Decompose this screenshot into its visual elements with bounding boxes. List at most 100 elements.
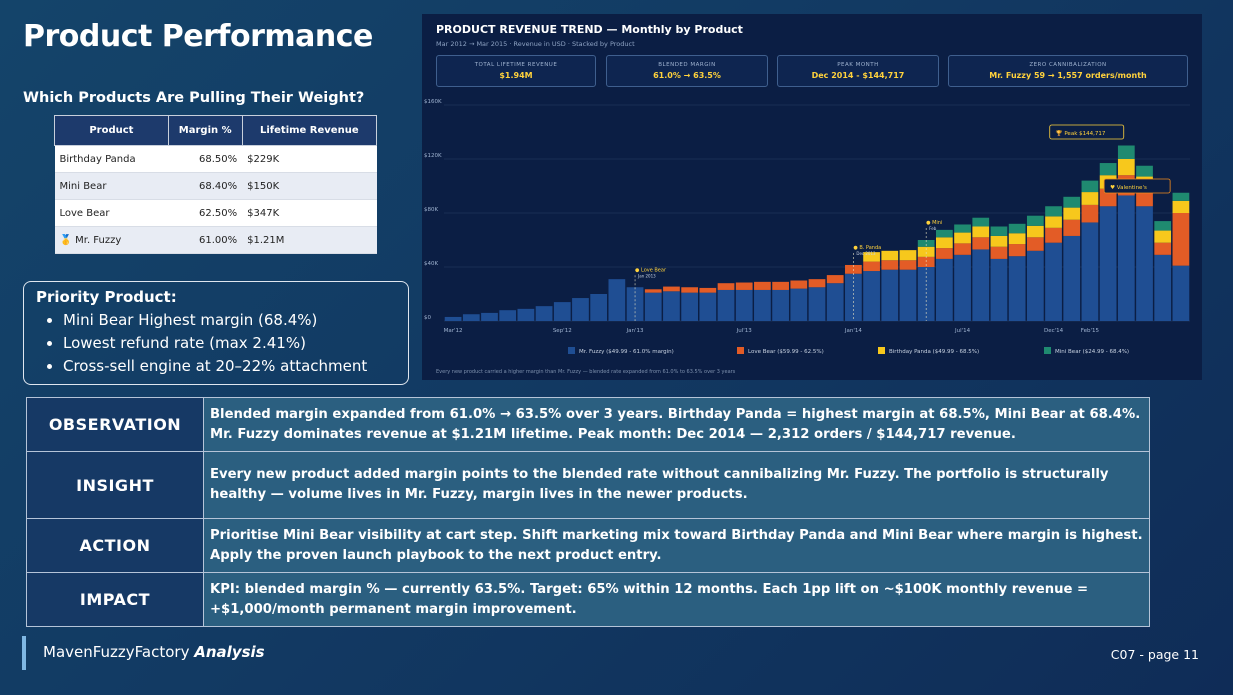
bar-segment: [1172, 213, 1190, 266]
bar-segment: [826, 275, 844, 284]
bar-segment: [954, 224, 971, 233]
kpi-card: ZERO CANNIBALIZATION Mr. Fuzzy 59 → 1,55…: [948, 55, 1188, 87]
bar-segment: [917, 240, 935, 247]
table-row: Mini Bear 68.40% $150K: [54, 172, 377, 200]
bar-segment: [1172, 192, 1190, 201]
bar-segment: [1117, 145, 1135, 159]
bar-segment: [1026, 225, 1044, 238]
analysis-row-impact: IMPACT KPI: blended margin % — currently…: [27, 573, 1149, 626]
row-label: INSIGHT: [27, 452, 204, 519]
bar-segment: [681, 287, 699, 293]
bar-segment: [644, 292, 662, 321]
x-tick-label: Feb'15: [1081, 328, 1100, 334]
peak-callout-label: 🏆 Peak $144,717: [1056, 130, 1106, 137]
y-tick-label: $0: [424, 315, 431, 321]
revenue-chart: $0 $40K $80K $120K $160K Mar'12 Sep'12 Jan'13 Ju…: [424, 99, 1190, 375]
bar-segment: [1172, 265, 1190, 321]
bar-segment: [1154, 242, 1172, 255]
launch-annotation: ● Mini: [926, 220, 942, 226]
bar-segment: [1099, 163, 1117, 176]
bar-segment: [1063, 219, 1081, 236]
footer-brand-name: MavenFuzzyFactory: [43, 643, 190, 661]
priority-bullet: Mini Bear Highest margin (68.4%): [63, 309, 396, 332]
bar-segment: [772, 281, 789, 290]
bar-segment: [1081, 222, 1099, 321]
bar-segment: [1008, 233, 1026, 245]
peak-callout-box: [1049, 124, 1125, 140]
revenue-chart-panel: $0 $40K $80K $120K $160K Mar'12 Sep'12 Jan'13 Ju…: [422, 14, 1202, 380]
bar-segment: [572, 298, 589, 321]
bar-segment: [1154, 254, 1172, 321]
y-tick-label: $160K: [424, 99, 442, 105]
bar-segment: [1063, 196, 1081, 208]
bar-segment: [644, 289, 662, 293]
bar-segment: [881, 269, 899, 321]
bar-segment: [972, 249, 990, 321]
row-text: Every new product added margin points to…: [204, 452, 1149, 519]
bar-segment: [517, 308, 535, 321]
valentines-callout-label: ♥ Valentine's: [1110, 185, 1147, 191]
legend-swatch: [1044, 347, 1051, 354]
margin-cell: 61.00%: [168, 226, 243, 254]
page-subtitle: Which Products Are Pulling Their Weight?: [23, 90, 365, 106]
bar-segment: [1081, 204, 1099, 223]
bar-segment: [863, 271, 880, 321]
analysis-row-insight: INSIGHT Every new product added margin p…: [27, 452, 1149, 519]
x-tick-label: Jul'14: [954, 328, 971, 334]
row-text: KPI: blended margin % — currently 63.5%.…: [204, 573, 1149, 626]
bar-segment: [1026, 215, 1044, 226]
bar-segment: [681, 292, 699, 321]
bar-segment: [481, 312, 498, 321]
legend-swatch: [878, 347, 885, 354]
revenue-cell: $229K: [242, 145, 377, 173]
bar-segment: [863, 252, 880, 262]
bar-segment: [1045, 206, 1062, 217]
revenue-cell: $347K: [242, 199, 377, 227]
bar-segment: [699, 292, 717, 321]
table-row: 🥇 Mr. Fuzzy 61.00% $1.21M: [54, 226, 377, 254]
x-tick-label: Jul'13: [736, 328, 753, 334]
y-tick-label: $120K: [424, 153, 442, 159]
bar-segment: [954, 232, 971, 244]
bar-segment: [899, 250, 917, 261]
bar-segment: [808, 279, 826, 288]
bar-segment: [972, 217, 990, 227]
bar-segment: [1172, 200, 1190, 213]
priority-bullet: Cross-sell engine at 20–22% attachment: [63, 355, 396, 378]
bar-segment: [535, 306, 553, 321]
priority-bullet: Lowest refund rate (max 2.41%): [63, 332, 396, 355]
bar-segment: [863, 261, 880, 272]
legend-label: Birthday Panda ($49.99 - 68.5%): [889, 349, 979, 355]
bar-segment: [899, 260, 917, 270]
chart-title: PRODUCT REVENUE TREND — Monthly by Produ…: [436, 23, 743, 36]
bar-segment: [1045, 242, 1062, 321]
bar-segment: [717, 289, 735, 321]
row-label: OBSERVATION: [27, 398, 204, 452]
bar-segment: [1081, 180, 1099, 193]
bar-segment: [1154, 230, 1172, 243]
bar-segment: [808, 287, 826, 321]
x-tick-label: Jan'13: [626, 328, 644, 334]
launch-annotation: ● B. Panda: [853, 245, 881, 251]
bar-segment: [881, 260, 899, 270]
margin-cell: 62.50%: [168, 199, 243, 227]
bar-segment: [1117, 195, 1135, 321]
kpi-label: PEAK MONTH: [837, 62, 879, 68]
bar-segment: [826, 283, 844, 321]
valentines-callout-box: [1103, 178, 1171, 194]
x-tick-label: Mar'12: [444, 328, 463, 334]
bar-segment: [790, 288, 808, 321]
bar-segment: [790, 280, 808, 289]
analysis-row-observation: OBSERVATION Blended margin expanded from…: [27, 398, 1149, 452]
kpi-value: Dec 2014 - $144,717: [811, 71, 905, 80]
bar-segment: [935, 237, 953, 249]
bar-segment: [990, 226, 1008, 236]
footer-accent-bar: [22, 636, 26, 670]
bar-segment: [553, 302, 571, 321]
bar-segment: [608, 279, 626, 321]
margin-cell: 68.50%: [168, 145, 243, 173]
bar-segment: [1008, 244, 1026, 257]
bar-segment: [735, 289, 753, 321]
x-tick-label: Sep'12: [553, 328, 572, 334]
margin-cell: 68.40%: [168, 172, 243, 200]
